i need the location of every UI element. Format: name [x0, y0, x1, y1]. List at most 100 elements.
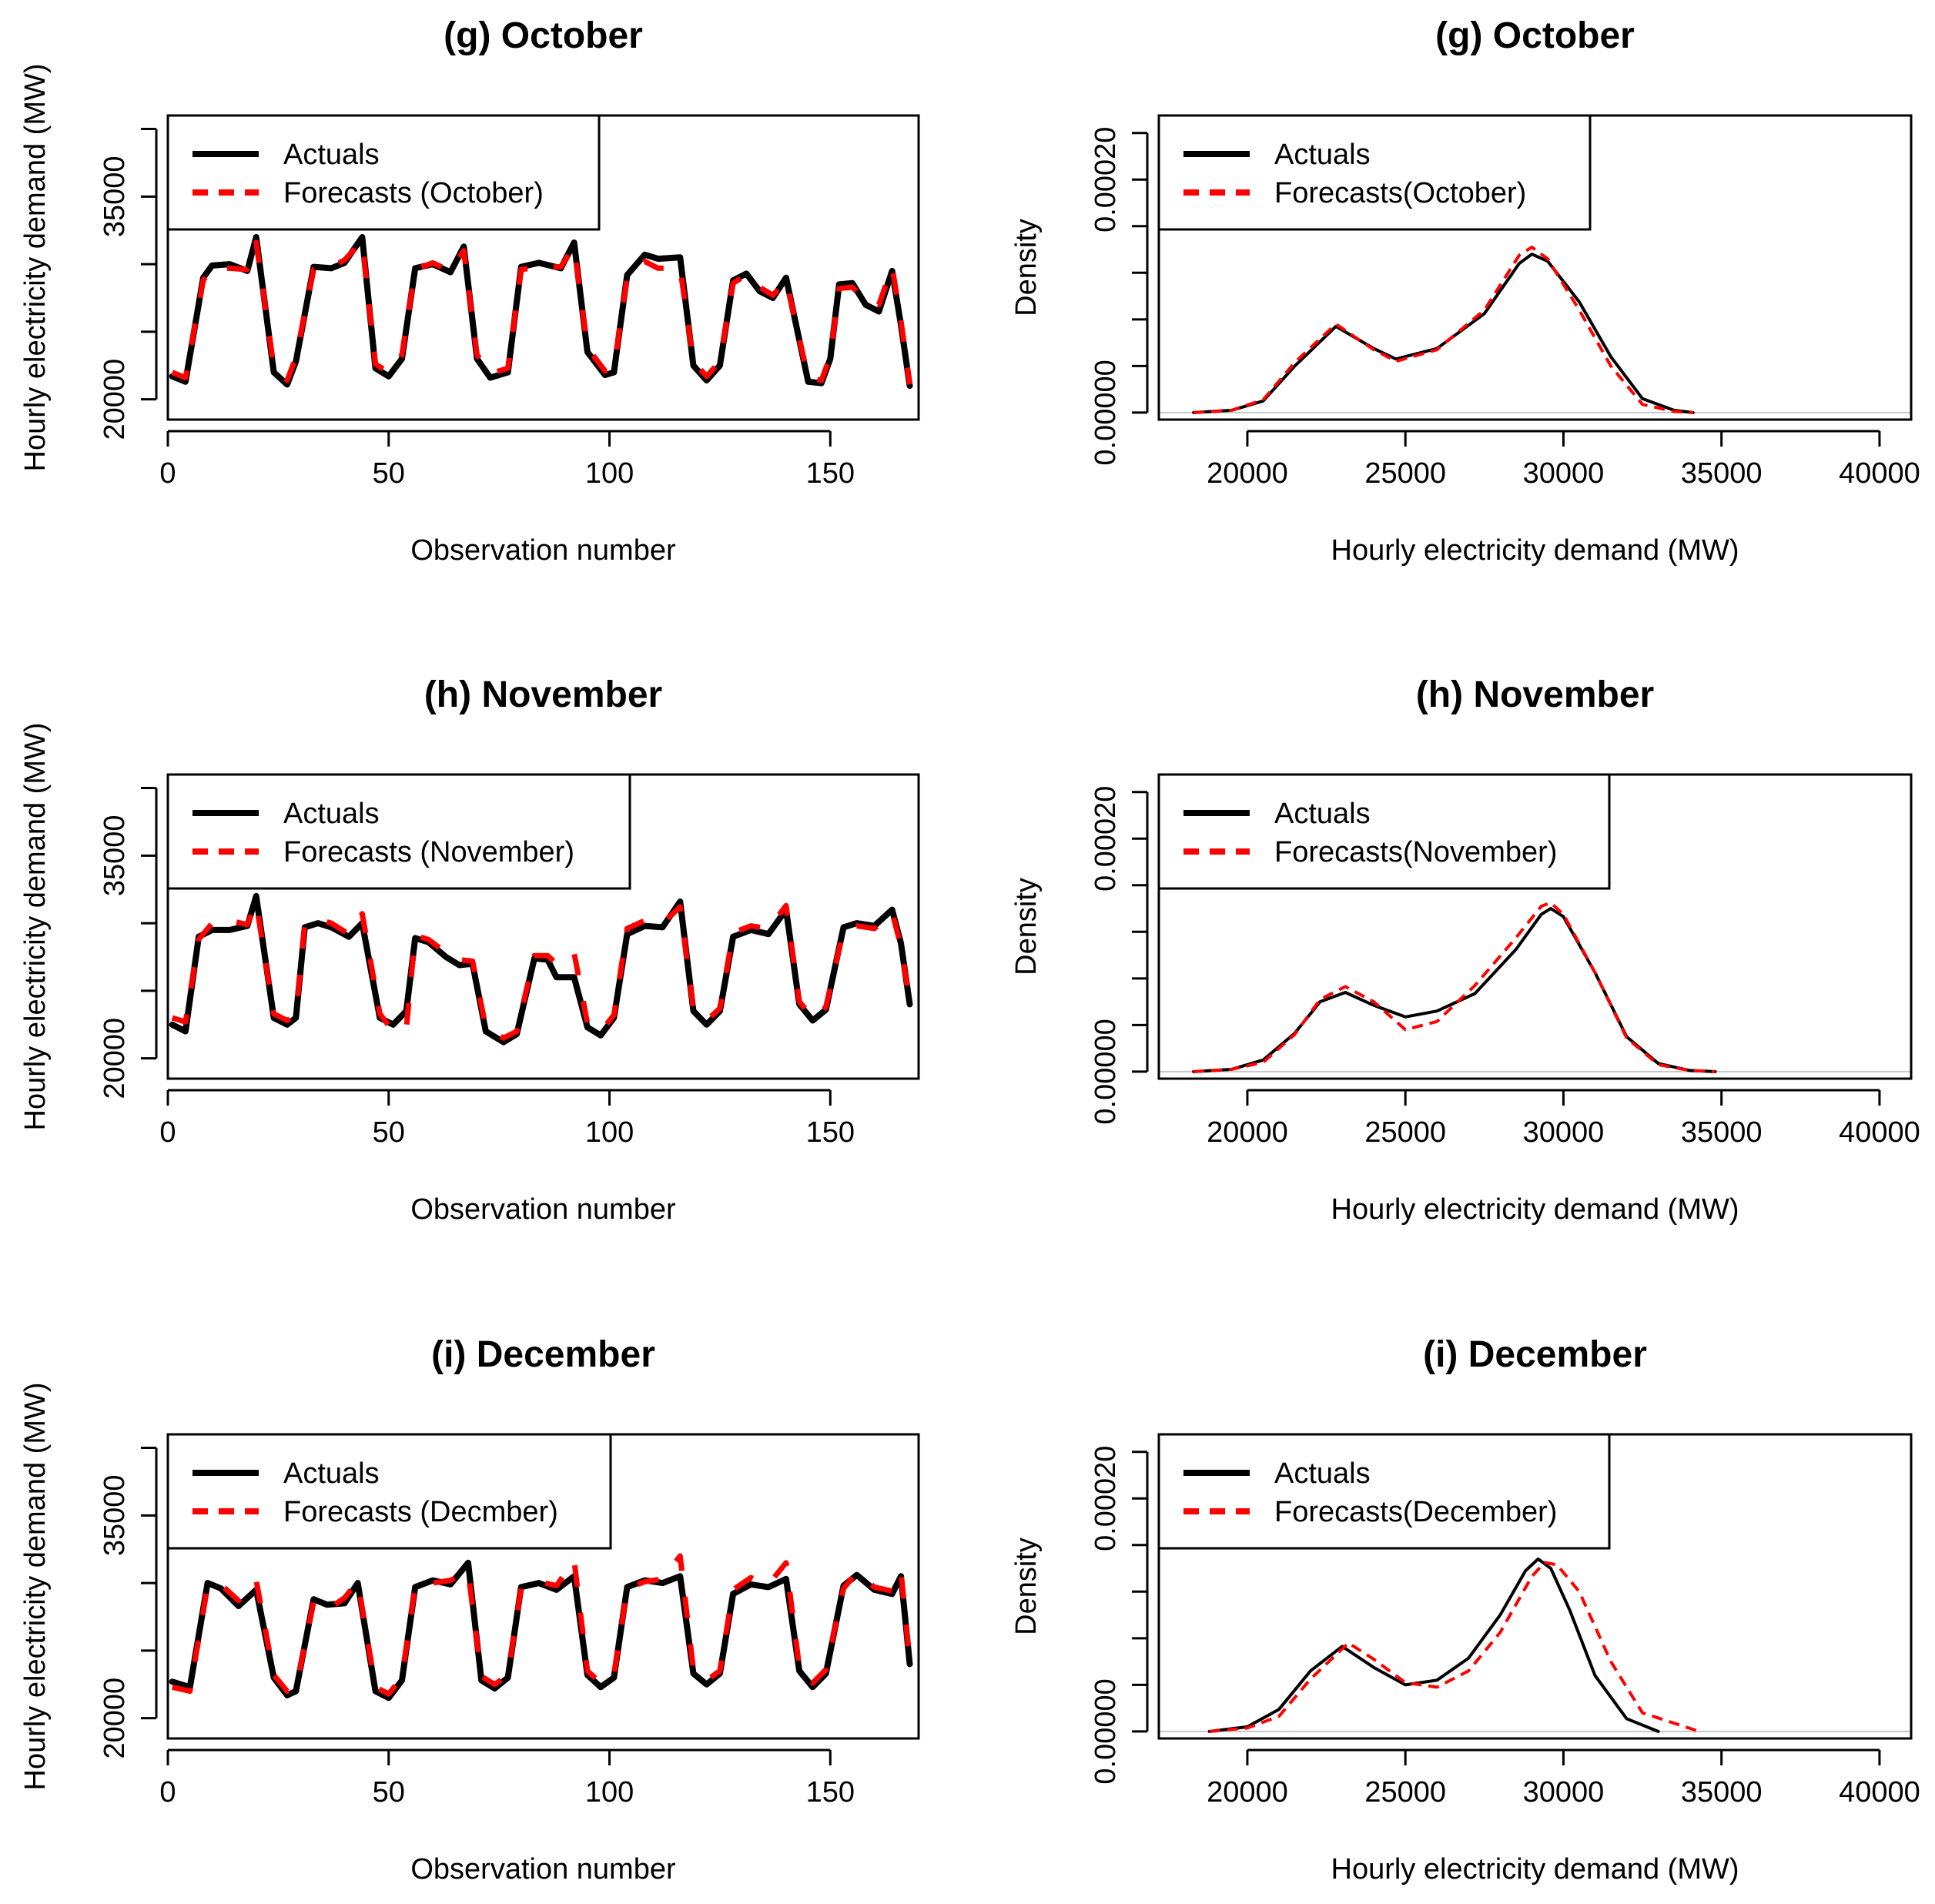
chart-title: (g) October: [444, 15, 643, 56]
x-tick-label: 20000: [1207, 1116, 1288, 1149]
x-axis-title: Hourly electricity demand (MW): [1331, 1853, 1739, 1886]
chart-title: (h) November: [424, 674, 662, 715]
legend-label: Actuals: [283, 798, 380, 830]
y-tick-label: 35000: [99, 1474, 131, 1556]
y-axis-title: Density: [1010, 1538, 1043, 1635]
y-axis-title: Density: [1010, 878, 1043, 975]
forecast-series-line: [1209, 1561, 1700, 1733]
x-tick-label: 20000: [1207, 457, 1288, 490]
forecast-series-line: [1193, 901, 1716, 1073]
x-axis: 0 50 100 150: [159, 1089, 855, 1149]
panel-ts-nov: (h) November 0 50 100 150 20000 35000 Observati…: [19, 674, 920, 1226]
forecast-series-line: [1193, 246, 1693, 414]
x-tick-label: 20000: [1207, 1776, 1288, 1809]
legend-label: Actuals: [283, 139, 380, 171]
x-tick-label: 150: [806, 1116, 855, 1149]
legend: Actuals Forecasts(November): [1157, 773, 1611, 890]
x-tick-label: 25000: [1364, 457, 1446, 490]
legend: Actuals Forecasts (November): [166, 773, 631, 890]
panel-dens-oct: (g) October 20000 25000 30000 35000 40000 0.00…: [1010, 15, 1920, 567]
x-axis: 20000 25000 30000 35000 40000: [1207, 1748, 1920, 1809]
x-axis-title: Observation number: [410, 1193, 676, 1226]
chart-title: (i) December: [431, 1334, 655, 1375]
x-tick-label: 35000: [1681, 1116, 1763, 1149]
legend-label: Actuals: [1274, 139, 1371, 171]
chart-title: (g) October: [1435, 15, 1635, 56]
panel-ts-oct: (g) October 0 50 100 150 20000 35000 Observatio…: [19, 15, 920, 567]
x-tick-label: 50: [373, 457, 405, 490]
x-tick-label: 40000: [1839, 1116, 1920, 1149]
legend-box: [166, 1433, 612, 1550]
y-tick-label: 20000: [99, 1678, 131, 1759]
x-tick-label: 50: [373, 1116, 405, 1149]
x-tick-label: 150: [806, 1776, 855, 1809]
forecast-series-line: [171, 900, 912, 1041]
x-axis: 20000 25000 30000 35000 40000: [1207, 430, 1920, 490]
legend-label: Forecasts (November): [283, 836, 574, 868]
y-axis: 0.00000 0.00020: [1090, 127, 1149, 466]
legend: Actuals Forecasts (Decmber): [166, 1433, 612, 1550]
legend: Actuals Forecasts (October): [166, 114, 601, 231]
x-tick-label: 30000: [1523, 1776, 1605, 1809]
legend-label: Actuals: [283, 1457, 380, 1490]
legend-label: Actuals: [1274, 798, 1371, 830]
legend-label: Forecasts(October): [1274, 177, 1526, 209]
x-axis-title: Observation number: [410, 534, 676, 567]
x-tick-label: 35000: [1681, 1776, 1763, 1809]
legend-box: [1157, 773, 1611, 890]
y-tick-label: 35000: [99, 156, 131, 237]
x-tick-label: 50: [373, 1776, 405, 1809]
y-axis-title: Hourly electricity demand (MW): [19, 1383, 52, 1791]
y-axis-title: Hourly electricity demand (MW): [19, 64, 52, 472]
legend-label: Forecasts (Decmber): [283, 1496, 558, 1528]
x-tick-label: 30000: [1523, 1116, 1605, 1149]
actual-series-line: [1192, 253, 1695, 414]
y-axis-title: Density: [1010, 219, 1043, 316]
y-tick-label: 0.00020: [1090, 786, 1122, 892]
x-tick-label: 25000: [1364, 1116, 1446, 1149]
legend-box: [1157, 1433, 1611, 1550]
legend-label: Forecasts(November): [1274, 836, 1557, 868]
y-tick-label: 0.00000: [1090, 360, 1122, 465]
x-axis-title: Hourly electricity demand (MW): [1331, 1193, 1739, 1226]
chart-title: (h) November: [1416, 674, 1654, 715]
x-axis-title: Observation number: [410, 1853, 676, 1886]
x-tick-label: 40000: [1839, 457, 1920, 490]
y-tick-label: 0.00000: [1090, 1678, 1122, 1784]
forecast-series-line: [171, 1553, 912, 1697]
y-axis: 20000 35000: [99, 128, 158, 440]
x-axis: 0 50 100 150: [159, 1748, 855, 1809]
legend: Actuals Forecasts(December): [1157, 1433, 1611, 1550]
x-tick-label: 0: [159, 1776, 176, 1809]
panel-dens-nov: (h) November 20000 25000 30000 35000 40000 0.0…: [1010, 674, 1920, 1226]
legend: Actuals Forecasts(October): [1157, 114, 1592, 231]
y-axis: 20000 35000: [99, 787, 158, 1099]
legend-box: [166, 773, 631, 890]
y-tick-label: 0.00020: [1090, 127, 1122, 233]
actual-series-line: [1207, 1557, 1660, 1733]
legend-box: [166, 114, 601, 231]
x-tick-label: 100: [585, 457, 634, 490]
legend-label: Forecasts (October): [283, 177, 544, 209]
y-axis-title: Hourly electricity demand (MW): [19, 723, 52, 1131]
x-tick-label: 0: [159, 457, 176, 490]
y-axis: 20000 35000: [99, 1447, 158, 1759]
y-tick-label: 20000: [99, 1018, 131, 1099]
forecast-series-line: [171, 238, 912, 385]
legend-label: Actuals: [1274, 1457, 1371, 1490]
legend-label: Forecasts(December): [1274, 1496, 1557, 1528]
y-axis: 0.00000 0.00020: [1090, 1446, 1149, 1785]
x-tick-label: 25000: [1364, 1776, 1446, 1809]
x-tick-label: 100: [585, 1776, 634, 1809]
x-axis-title: Hourly electricity demand (MW): [1331, 534, 1739, 567]
legend-box: [1157, 114, 1592, 231]
y-tick-label: 20000: [99, 359, 131, 440]
y-tick-label: 0.00020: [1090, 1446, 1122, 1551]
x-axis: 20000 25000 30000 35000 40000: [1207, 1089, 1920, 1149]
actual-series-line: [169, 893, 913, 1046]
y-tick-label: 35000: [99, 815, 131, 896]
y-axis: 0.00000 0.00020: [1090, 786, 1149, 1125]
panel-ts-dec: (i) December 0 50 100 150 20000 35000 Observati…: [19, 1334, 920, 1886]
x-tick-label: 40000: [1839, 1776, 1920, 1809]
